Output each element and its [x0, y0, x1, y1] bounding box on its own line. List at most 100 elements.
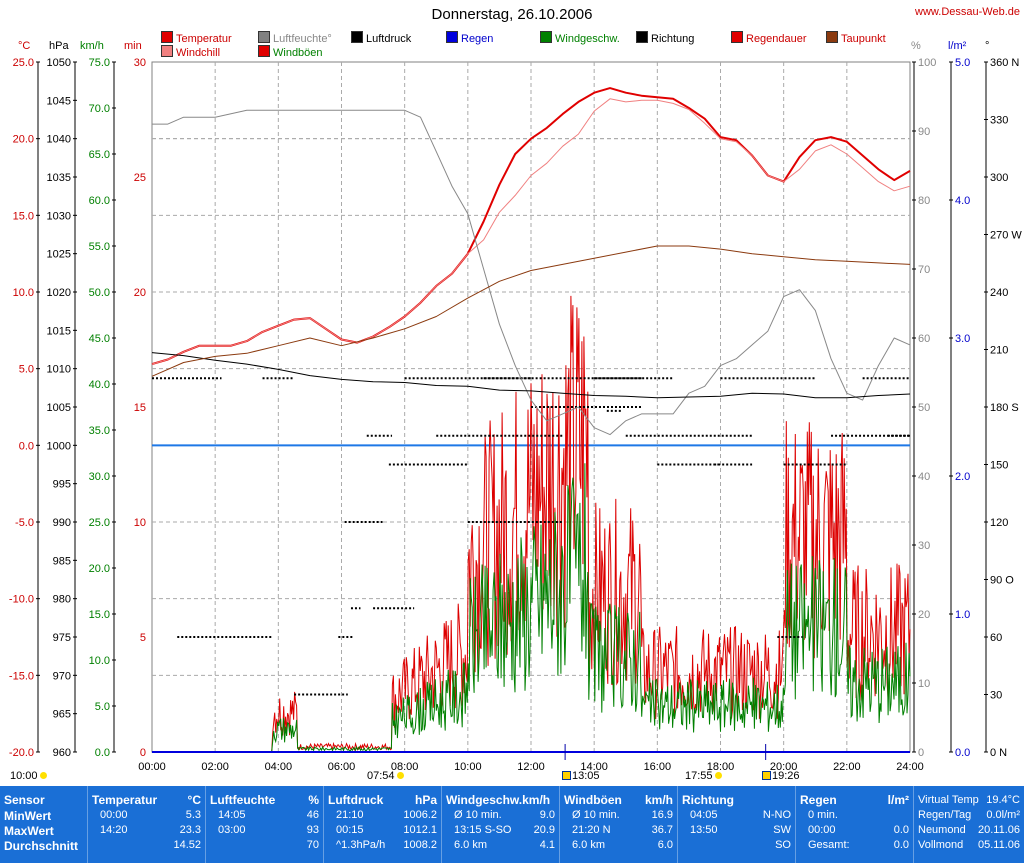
pressure-axis-tick-11: 995	[53, 479, 71, 491]
sunset-icon	[714, 772, 722, 779]
wind-axis-tick-8: 35.0	[89, 425, 110, 437]
stats-temperatur-row-2: 14.52	[92, 839, 201, 853]
stats-info-row-value: 20.11.06	[977, 824, 1020, 836]
humidity-axis-tick-5: 50	[918, 402, 930, 414]
humidity-axis-tick-1: 90	[918, 126, 930, 138]
weather-chart: 25.0 20.0 15.0 10.0 5.0 0.0 -5.0 -10.0 -15.0 -20.…	[9, 57, 1022, 773]
direction-axis-tick-5: 210	[990, 345, 1008, 357]
legend-label: Luftdruck	[366, 33, 412, 45]
legend-item-0: Temperatur	[161, 31, 232, 45]
stats-temperatur-row-label: 14:20	[100, 824, 128, 836]
stats-windgeschw: Windgeschw.km/h Ø 10 min. 9.0 13:15 S-SO 20.…	[442, 786, 560, 863]
stats-luftfeuchte-row-value: 93	[306, 824, 319, 836]
stats-richtung-row-value: SO	[775, 839, 791, 851]
wind-axis-tick-5: 50.0	[89, 287, 110, 299]
pressure-axis-tick-14: 980	[53, 594, 71, 606]
stats-info-row-label: Vollmond	[918, 839, 964, 851]
stats-windboeen-row-value: 36.7	[651, 824, 673, 836]
stats-temperatur-unit: °C	[187, 793, 201, 807]
legend-label: Richtung	[651, 33, 695, 45]
wind-axis-tick-15: 0.0	[95, 747, 110, 759]
stats-regen-row-label: 0 min.	[808, 809, 838, 821]
stats-richtung-row-label: 04:05	[690, 809, 718, 821]
temp-axis-tick-8: -15.0	[9, 670, 34, 682]
legend-label: Windgeschw.	[555, 33, 620, 45]
wind-axis-tick-12: 15.0	[89, 609, 110, 621]
direction-axis-tick-10: 60	[990, 632, 1002, 644]
legend-swatch	[258, 31, 270, 43]
temp-axis-tick-2: 15.0	[13, 210, 34, 222]
stats-richtung-row-2: SO	[682, 839, 791, 853]
stats-info-row-value: 19.4°C	[986, 794, 1020, 806]
pressure-axis-tick-5: 1025	[47, 249, 71, 261]
pressure-axis-tick-18: 960	[53, 747, 71, 759]
stats-regen-row-label: Gesamt:	[808, 839, 850, 851]
x-tick-5: 10:00	[454, 761, 482, 773]
stats-temperatur-row-0: 00:00 5.3	[92, 809, 201, 823]
rain-axis-tick-2: 3.0	[955, 333, 970, 345]
stats-info-row-value: 05.11.06	[977, 839, 1020, 851]
stats-windgeschw-row-value: 4.1	[539, 839, 555, 851]
x-tick-6: 12:00	[517, 761, 545, 773]
stats-windgeschw-row-2: 6.0 km 4.1	[446, 839, 555, 853]
pressure-axis-tick-0: 1050	[47, 57, 71, 69]
stats-richtung-row-0: 04:05 N-NO	[682, 809, 791, 823]
wind-axis-tick-2: 65.0	[89, 149, 110, 161]
humidity-axis-tick-6: 40	[918, 471, 930, 483]
unit-label-3: min	[124, 40, 142, 52]
x-tick-2: 04:00	[265, 761, 293, 773]
time-marker-left: 10:00	[10, 770, 47, 782]
humidity-axis-tick-9: 10	[918, 678, 930, 690]
stats-regen-unit: l/m²	[887, 793, 909, 807]
moonrise-marker: 13:05	[562, 770, 600, 782]
unit-label-5: l/m²	[948, 40, 967, 52]
legend-label: Luftfeuchte°	[273, 33, 332, 45]
x-tick-3: 06:00	[328, 761, 356, 773]
site-link[interactable]: www.Dessau-Web.de	[915, 6, 1020, 18]
stats-info-row-label: Regen/Tag	[918, 809, 972, 821]
x-tick-4: 08:00	[391, 761, 419, 773]
series-luftdruck	[151, 352, 911, 399]
rain-axis-tick-1: 4.0	[955, 195, 970, 207]
stats-info-row-label: Neumond	[918, 824, 966, 836]
stats-regen-row-1: 00:00 0.0	[800, 824, 909, 838]
stats-temperatur-row-1: 14:20 23.3	[92, 824, 201, 838]
stats-temperatur-row-label: 00:00	[100, 809, 128, 821]
min-axis-tick-4: 10	[134, 517, 146, 529]
direction-axis-tick-8: 120	[990, 517, 1008, 529]
humidity-axis-tick-2: 80	[918, 195, 930, 207]
stats-luftdruck-row-label: 00:15	[336, 824, 364, 836]
moonset-icon	[762, 771, 771, 780]
humidity-axis-tick-7: 30	[918, 540, 930, 552]
direction-axis-tick-1: 330	[990, 115, 1008, 127]
stats-richtung-row-1: 13:50 SW	[682, 824, 791, 838]
stats-temperatur: Temperatur °C 00:00 5.3 14:20 23.3 14.52	[88, 786, 206, 863]
stats-luftdruck-row-value: 1008.2	[403, 839, 437, 851]
legend-label: Temperatur	[176, 33, 232, 45]
pressure-axis-tick-15: 975	[53, 632, 71, 644]
legend-swatch	[351, 31, 363, 43]
stats-windboeen-row-0: Ø 10 min. 16.9	[564, 809, 673, 823]
stats-windboeen-row-1: 21:20 N 36.7	[564, 824, 673, 838]
stats-luftfeuchte: Luftfeuchte% 14:05 46 03:00 93 70	[206, 786, 324, 863]
stats-windboeen-row-label: 21:20 N	[572, 824, 611, 836]
stats-regen-row-0: 0 min.	[800, 809, 909, 823]
unit-label-0: °C	[18, 40, 31, 52]
stats-luftdruck-row-value: 1012.1	[403, 824, 437, 836]
direction-axis-tick-12: 0 N	[990, 747, 1007, 759]
sunrise-icon	[396, 772, 404, 779]
temp-axis-tick-4: 5.0	[19, 364, 34, 376]
pressure-axis-tick-3: 1035	[47, 172, 71, 184]
wind-axis-tick-11: 20.0	[89, 563, 110, 575]
temp-axis-tick-9: -20.0	[9, 747, 34, 759]
stats-temperatur-title: Temperatur °C	[92, 793, 201, 807]
stats-windboeen-unit: km/h	[644, 793, 673, 807]
unit-label-4: %	[911, 40, 921, 52]
min-axis-tick-5: 5	[140, 632, 146, 644]
rain-axis-tick-0: 5.0	[955, 57, 970, 69]
stats-temperatur-row-value: 5.3	[185, 809, 201, 821]
stats-windgeschw-row-value: 9.0	[539, 809, 555, 821]
stats-windboeen-row-2: 6.0 km 6.0	[564, 839, 673, 853]
legend-swatch	[540, 31, 552, 43]
humidity-axis-tick-8: 20	[918, 609, 930, 621]
